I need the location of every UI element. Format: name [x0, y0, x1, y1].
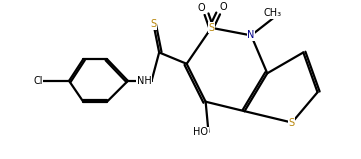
Text: NH: NH — [137, 76, 152, 86]
Text: HO: HO — [193, 127, 208, 137]
Text: S: S — [289, 118, 295, 128]
Text: S: S — [208, 23, 214, 33]
Text: S: S — [151, 19, 157, 29]
Text: Cl: Cl — [33, 76, 43, 86]
Text: O: O — [197, 3, 205, 13]
Text: CH₃: CH₃ — [264, 8, 282, 18]
Text: N: N — [248, 30, 255, 40]
Text: O: O — [219, 2, 227, 12]
